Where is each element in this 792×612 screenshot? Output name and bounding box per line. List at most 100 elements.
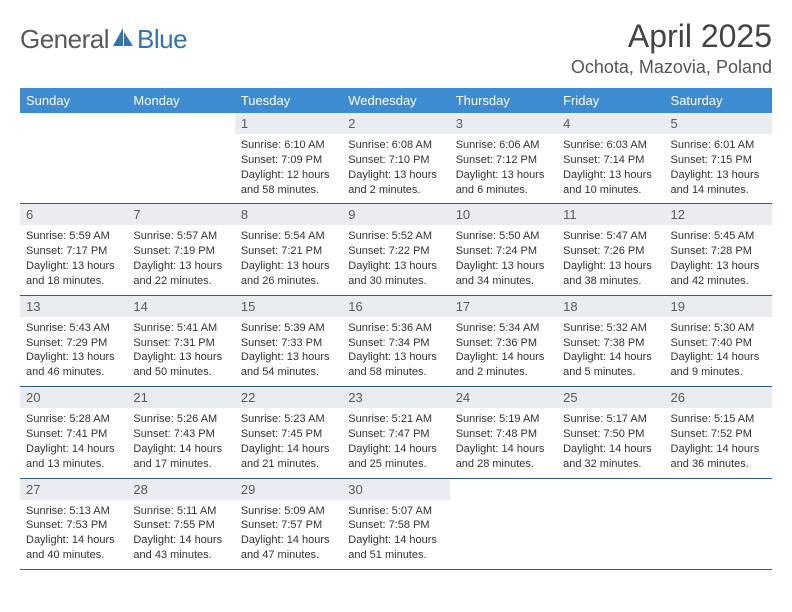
sunset-line: Sunset: 7:12 PM bbox=[456, 153, 551, 168]
daylight-line: Daylight: 14 hours and 2 minutes. bbox=[456, 350, 551, 380]
sunrise-line: Sunrise: 5:30 AM bbox=[671, 321, 766, 336]
day-details: Sunrise: 6:08 AMSunset: 7:10 PMDaylight:… bbox=[342, 134, 449, 203]
day-number: 5 bbox=[665, 113, 772, 134]
daylight-line: Daylight: 13 hours and 26 minutes. bbox=[241, 259, 336, 289]
daylight-line: Daylight: 14 hours and 36 minutes. bbox=[671, 442, 766, 472]
calendar-day-cell: . bbox=[557, 478, 664, 569]
sunrise-line: Sunrise: 5:39 AM bbox=[241, 321, 336, 336]
daylight-line: Daylight: 14 hours and 47 minutes. bbox=[241, 533, 336, 563]
brand-logo: General Blue bbox=[20, 18, 187, 55]
sunset-line: Sunset: 7:52 PM bbox=[671, 427, 766, 442]
calendar-week-row: 27Sunrise: 5:13 AMSunset: 7:53 PMDayligh… bbox=[20, 478, 772, 569]
day-details: Sunrise: 6:06 AMSunset: 7:12 PMDaylight:… bbox=[450, 134, 557, 203]
calendar-week-row: ..1Sunrise: 6:10 AMSunset: 7:09 PMDaylig… bbox=[20, 113, 772, 204]
sunset-line: Sunset: 7:55 PM bbox=[133, 518, 228, 533]
sunset-line: Sunset: 7:43 PM bbox=[133, 427, 228, 442]
sunset-line: Sunset: 7:50 PM bbox=[563, 427, 658, 442]
day-number: 30 bbox=[342, 479, 449, 500]
calendar-day-cell: 13Sunrise: 5:43 AMSunset: 7:29 PMDayligh… bbox=[20, 295, 127, 386]
day-number: 26 bbox=[665, 387, 772, 408]
calendar-day-cell: . bbox=[450, 478, 557, 569]
sunrise-line: Sunrise: 5:59 AM bbox=[26, 229, 121, 244]
calendar-day-cell: 27Sunrise: 5:13 AMSunset: 7:53 PMDayligh… bbox=[20, 478, 127, 569]
weekday-header: Wednesday bbox=[342, 88, 449, 113]
calendar-day-cell: 26Sunrise: 5:15 AMSunset: 7:52 PMDayligh… bbox=[665, 387, 772, 478]
sunrise-line: Sunrise: 5:19 AM bbox=[456, 412, 551, 427]
sunrise-line: Sunrise: 5:09 AM bbox=[241, 504, 336, 519]
sunset-line: Sunset: 7:21 PM bbox=[241, 244, 336, 259]
daylight-line: Daylight: 14 hours and 17 minutes. bbox=[133, 442, 228, 472]
day-number: 8 bbox=[235, 204, 342, 225]
day-details: Sunrise: 5:11 AMSunset: 7:55 PMDaylight:… bbox=[127, 500, 234, 569]
header: General Blue April 2025 Ochota, Mazovia,… bbox=[20, 18, 772, 78]
calendar-header-row: SundayMondayTuesdayWednesdayThursdayFrid… bbox=[20, 88, 772, 113]
location: Ochota, Mazovia, Poland bbox=[571, 57, 772, 78]
calendar-day-cell: 23Sunrise: 5:21 AMSunset: 7:47 PMDayligh… bbox=[342, 387, 449, 478]
day-details: Sunrise: 5:59 AMSunset: 7:17 PMDaylight:… bbox=[20, 225, 127, 294]
day-number: 6 bbox=[20, 204, 127, 225]
sunrise-line: Sunrise: 5:54 AM bbox=[241, 229, 336, 244]
calendar-day-cell: 1Sunrise: 6:10 AMSunset: 7:09 PMDaylight… bbox=[235, 113, 342, 204]
day-details: Sunrise: 5:47 AMSunset: 7:26 PMDaylight:… bbox=[557, 225, 664, 294]
sunrise-line: Sunrise: 6:06 AM bbox=[456, 138, 551, 153]
calendar-day-cell: . bbox=[665, 478, 772, 569]
calendar-day-cell: 10Sunrise: 5:50 AMSunset: 7:24 PMDayligh… bbox=[450, 204, 557, 295]
calendar-day-cell: . bbox=[20, 113, 127, 204]
sunrise-line: Sunrise: 5:36 AM bbox=[348, 321, 443, 336]
day-number: 19 bbox=[665, 296, 772, 317]
calendar-day-cell: 9Sunrise: 5:52 AMSunset: 7:22 PMDaylight… bbox=[342, 204, 449, 295]
day-details: Sunrise: 5:13 AMSunset: 7:53 PMDaylight:… bbox=[20, 500, 127, 569]
day-details: Sunrise: 5:34 AMSunset: 7:36 PMDaylight:… bbox=[450, 317, 557, 386]
sunset-line: Sunset: 7:31 PM bbox=[133, 336, 228, 351]
daylight-line: Daylight: 13 hours and 6 minutes. bbox=[456, 168, 551, 198]
calendar-day-cell: 3Sunrise: 6:06 AMSunset: 7:12 PMDaylight… bbox=[450, 113, 557, 204]
sunset-line: Sunset: 7:53 PM bbox=[26, 518, 121, 533]
daylight-line: Daylight: 13 hours and 50 minutes. bbox=[133, 350, 228, 380]
day-details: Sunrise: 5:45 AMSunset: 7:28 PMDaylight:… bbox=[665, 225, 772, 294]
daylight-line: Daylight: 13 hours and 10 minutes. bbox=[563, 168, 658, 198]
day-details: Sunrise: 5:41 AMSunset: 7:31 PMDaylight:… bbox=[127, 317, 234, 386]
sunset-line: Sunset: 7:36 PM bbox=[456, 336, 551, 351]
daylight-line: Daylight: 14 hours and 32 minutes. bbox=[563, 442, 658, 472]
brand-sail-icon bbox=[111, 26, 135, 53]
title-block: April 2025 Ochota, Mazovia, Poland bbox=[571, 18, 772, 78]
daylight-line: Daylight: 14 hours and 9 minutes. bbox=[671, 350, 766, 380]
sunset-line: Sunset: 7:15 PM bbox=[671, 153, 766, 168]
weekday-header: Thursday bbox=[450, 88, 557, 113]
sunset-line: Sunset: 7:48 PM bbox=[456, 427, 551, 442]
weekday-header: Saturday bbox=[665, 88, 772, 113]
sunrise-line: Sunrise: 5:34 AM bbox=[456, 321, 551, 336]
calendar-day-cell: 30Sunrise: 5:07 AMSunset: 7:58 PMDayligh… bbox=[342, 478, 449, 569]
sunrise-line: Sunrise: 5:43 AM bbox=[26, 321, 121, 336]
day-details: Sunrise: 6:03 AMSunset: 7:14 PMDaylight:… bbox=[557, 134, 664, 203]
sunrise-line: Sunrise: 6:01 AM bbox=[671, 138, 766, 153]
day-number: 14 bbox=[127, 296, 234, 317]
day-details: Sunrise: 5:54 AMSunset: 7:21 PMDaylight:… bbox=[235, 225, 342, 294]
sunset-line: Sunset: 7:45 PM bbox=[241, 427, 336, 442]
daylight-line: Daylight: 13 hours and 42 minutes. bbox=[671, 259, 766, 289]
sunset-line: Sunset: 7:40 PM bbox=[671, 336, 766, 351]
daylight-line: Daylight: 14 hours and 13 minutes. bbox=[26, 442, 121, 472]
day-number: 27 bbox=[20, 479, 127, 500]
day-details: Sunrise: 5:43 AMSunset: 7:29 PMDaylight:… bbox=[20, 317, 127, 386]
day-number: 21 bbox=[127, 387, 234, 408]
daylight-line: Daylight: 14 hours and 51 minutes. bbox=[348, 533, 443, 563]
day-details: Sunrise: 5:26 AMSunset: 7:43 PMDaylight:… bbox=[127, 408, 234, 477]
daylight-line: Daylight: 13 hours and 18 minutes. bbox=[26, 259, 121, 289]
sunset-line: Sunset: 7:14 PM bbox=[563, 153, 658, 168]
daylight-line: Daylight: 14 hours and 25 minutes. bbox=[348, 442, 443, 472]
day-details: Sunrise: 5:39 AMSunset: 7:33 PMDaylight:… bbox=[235, 317, 342, 386]
day-number: 25 bbox=[557, 387, 664, 408]
sunset-line: Sunset: 7:57 PM bbox=[241, 518, 336, 533]
calendar-day-cell: 28Sunrise: 5:11 AMSunset: 7:55 PMDayligh… bbox=[127, 478, 234, 569]
calendar-week-row: 20Sunrise: 5:28 AMSunset: 7:41 PMDayligh… bbox=[20, 387, 772, 478]
calendar-week-row: 13Sunrise: 5:43 AMSunset: 7:29 PMDayligh… bbox=[20, 295, 772, 386]
sunset-line: Sunset: 7:38 PM bbox=[563, 336, 658, 351]
daylight-line: Daylight: 14 hours and 40 minutes. bbox=[26, 533, 121, 563]
daylight-line: Daylight: 13 hours and 14 minutes. bbox=[671, 168, 766, 198]
calendar-day-cell: 6Sunrise: 5:59 AMSunset: 7:17 PMDaylight… bbox=[20, 204, 127, 295]
daylight-line: Daylight: 14 hours and 28 minutes. bbox=[456, 442, 551, 472]
day-number: 18 bbox=[557, 296, 664, 317]
daylight-line: Daylight: 13 hours and 30 minutes. bbox=[348, 259, 443, 289]
day-number: 23 bbox=[342, 387, 449, 408]
